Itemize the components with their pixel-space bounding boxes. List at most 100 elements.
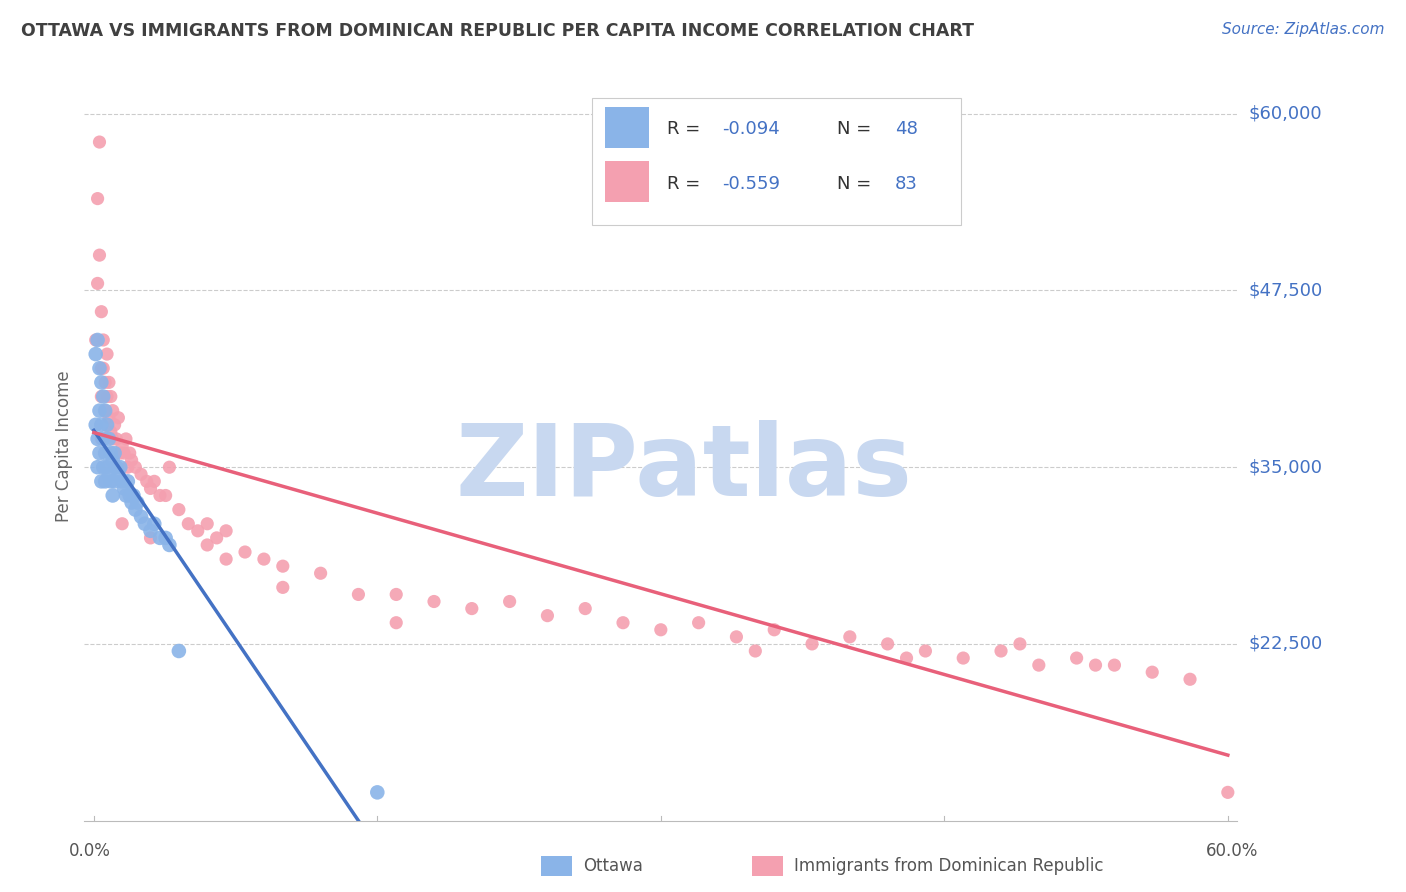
Point	[347, 587, 370, 601]
Point	[149, 531, 172, 545]
Point	[110, 460, 132, 475]
Point	[101, 432, 124, 446]
Point	[725, 630, 748, 644]
Point	[612, 615, 634, 630]
Point	[139, 524, 162, 538]
Point	[121, 495, 143, 509]
Point	[143, 475, 166, 489]
Text: R =: R =	[666, 175, 706, 193]
FancyBboxPatch shape	[606, 106, 650, 148]
Point	[271, 580, 294, 594]
Point	[97, 467, 120, 482]
Point	[90, 390, 112, 404]
Text: N =: N =	[837, 175, 877, 193]
Point	[94, 403, 117, 417]
Point	[187, 524, 209, 538]
Point	[124, 460, 146, 475]
Text: $22,500: $22,500	[1249, 635, 1323, 653]
Point	[124, 502, 146, 516]
Point	[90, 304, 112, 318]
Point	[205, 531, 228, 545]
Point	[366, 785, 388, 799]
Point	[100, 446, 122, 460]
Point	[139, 531, 162, 545]
Point	[838, 630, 860, 644]
Text: ZIPatlas: ZIPatlas	[456, 420, 912, 517]
Point	[115, 432, 138, 446]
Point	[96, 417, 118, 432]
Point	[90, 361, 112, 376]
Point	[90, 432, 112, 446]
Point	[100, 390, 122, 404]
Point	[105, 460, 128, 475]
Point	[107, 467, 129, 482]
Point	[134, 516, 156, 531]
Point	[89, 248, 111, 262]
Text: Immigrants from Dominican Republic: Immigrants from Dominican Republic	[794, 857, 1104, 875]
Point	[461, 601, 484, 615]
Point	[1028, 658, 1050, 673]
Point	[89, 403, 111, 417]
Point	[94, 403, 117, 417]
Point	[127, 495, 149, 509]
Point	[101, 403, 124, 417]
Point	[86, 277, 108, 291]
Point	[84, 333, 107, 347]
Point	[1066, 651, 1088, 665]
Point	[89, 361, 111, 376]
Text: 0.0%: 0.0%	[69, 842, 111, 860]
Point	[100, 475, 122, 489]
Point	[744, 644, 766, 658]
Point	[1142, 665, 1164, 680]
Point	[89, 135, 111, 149]
Point	[110, 446, 132, 460]
Point	[157, 538, 180, 552]
Point	[105, 432, 128, 446]
Point	[97, 410, 120, 425]
Point	[117, 460, 139, 475]
Point	[650, 623, 672, 637]
FancyBboxPatch shape	[592, 97, 960, 225]
Point	[423, 594, 446, 608]
Text: 48: 48	[894, 120, 918, 138]
Point	[112, 482, 135, 496]
Point	[107, 410, 129, 425]
Point	[90, 475, 112, 489]
Point	[101, 488, 124, 502]
Point	[1216, 785, 1239, 799]
Point	[112, 446, 135, 460]
Point	[115, 488, 138, 502]
Point	[96, 460, 118, 475]
Point	[91, 361, 114, 376]
Point	[309, 566, 332, 581]
Point	[118, 446, 141, 460]
Text: 83: 83	[894, 175, 918, 193]
Point	[91, 390, 114, 404]
Point	[104, 446, 127, 460]
Point	[271, 559, 294, 574]
Text: 60.0%: 60.0%	[1205, 842, 1258, 860]
FancyBboxPatch shape	[606, 161, 650, 202]
Point	[385, 587, 408, 601]
Point	[101, 453, 124, 467]
Point	[100, 425, 122, 439]
Point	[253, 552, 276, 566]
Point	[117, 475, 139, 489]
Point	[86, 333, 108, 347]
Point	[763, 623, 786, 637]
Point	[90, 376, 112, 390]
Point	[91, 460, 114, 475]
Point	[84, 347, 107, 361]
Point	[990, 644, 1012, 658]
Text: $60,000: $60,000	[1249, 104, 1322, 123]
Point	[536, 608, 558, 623]
Point	[498, 594, 520, 608]
Point	[1178, 673, 1201, 687]
Point	[155, 488, 177, 502]
Point	[94, 376, 117, 390]
Point	[385, 615, 408, 630]
Point	[96, 347, 118, 361]
Point	[104, 417, 127, 432]
Point	[876, 637, 898, 651]
Point	[167, 502, 190, 516]
